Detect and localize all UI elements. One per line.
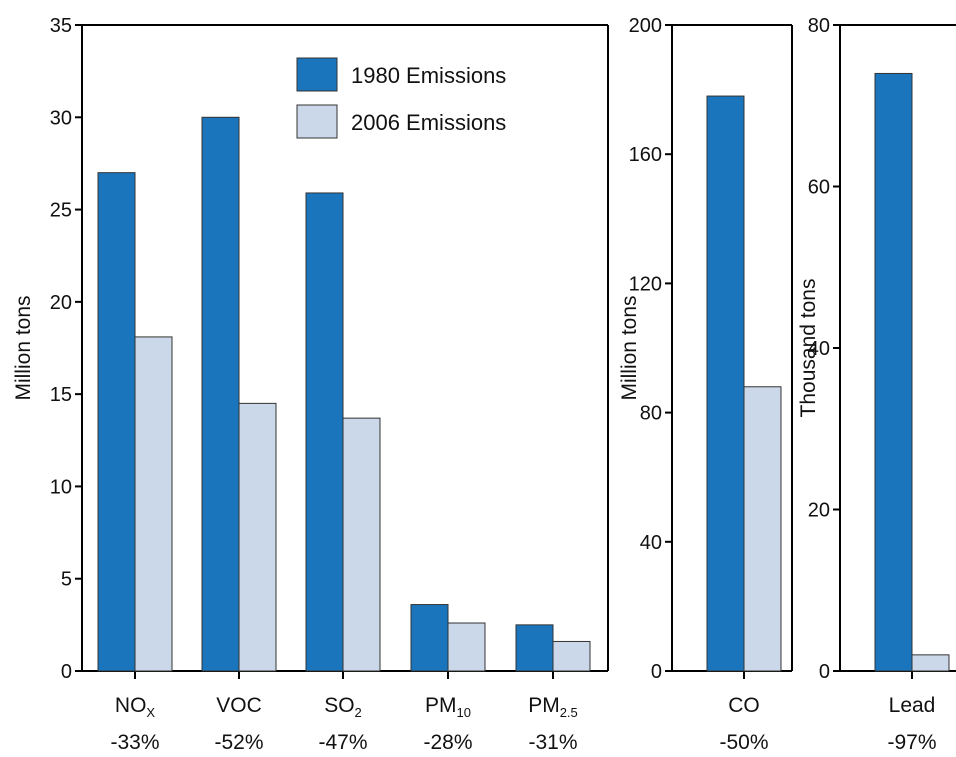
y-tick-label: 160 [629, 144, 662, 166]
y-tick-label: 25 [50, 200, 72, 222]
y-axis-title: Million tons [618, 295, 641, 400]
bar-2006 [238, 402, 277, 672]
bar-2006 [447, 622, 486, 672]
category-label: VOC [216, 694, 262, 717]
change-label: -28% [423, 731, 472, 754]
bar-2006 [552, 640, 591, 672]
category-label: PM2.5 [528, 694, 578, 720]
y-tick-label: 0 [819, 661, 830, 683]
change-label: -31% [528, 731, 577, 754]
bar-2006 [342, 417, 381, 672]
y-tick-label: 5 [61, 569, 72, 591]
change-label: -97% [887, 731, 936, 754]
y-tick-label: 80 [640, 403, 662, 425]
y-tick-label: 35 [50, 15, 72, 37]
legend: 1980 Emissions 2006 Emissions [296, 57, 506, 139]
legend-label: 1980 Emissions [351, 63, 506, 88]
bar-1980 [201, 116, 240, 672]
category-label: PM10 [425, 694, 471, 720]
y-tick-label: 0 [61, 661, 72, 683]
y-tick-label: 120 [629, 273, 662, 295]
change-label: -47% [318, 731, 367, 754]
category-label: NOX [115, 694, 156, 720]
y-tick-label: 80 [808, 15, 830, 37]
y-tick-label: 60 [808, 177, 830, 199]
y-tick-label: 20 [808, 500, 830, 522]
y-tick-label: 30 [50, 107, 72, 129]
category-label: Lead [889, 694, 936, 717]
pollutants-panel: 0 5 10 15 20 25 30 35 Million tons NOX -33% VOC -52%… [12, 15, 609, 754]
bar-2006 [743, 386, 782, 672]
change-label: -52% [214, 731, 263, 754]
legend-label: 2006 Emissions [351, 110, 506, 135]
y-tick-label: 0 [651, 661, 662, 683]
bar-1980 [305, 192, 344, 672]
y-tick-label: 40 [808, 338, 830, 360]
bar-2006 [911, 654, 950, 672]
bar-1980 [515, 624, 554, 672]
bar-1980 [410, 604, 449, 672]
bar-1980 [97, 172, 136, 672]
y-tick-label: 200 [629, 15, 662, 37]
y-tick-label: 15 [50, 384, 72, 406]
bar-1980 [874, 72, 913, 672]
y-tick-label: 10 [50, 476, 72, 498]
y-tick-label: 40 [640, 532, 662, 554]
change-label: -50% [719, 731, 768, 754]
lead-panel: 0 20 40 60 80 Thousand tons Lead -97% [797, 15, 956, 754]
change-label: -33% [110, 731, 159, 754]
category-label: CO [728, 694, 760, 717]
co-panel: 0 40 80 120 160 200 Million tons CO -50% [618, 15, 793, 754]
legend-swatch-1980 [296, 57, 338, 92]
y-axis-title: Thousand tons [797, 279, 820, 418]
legend-swatch-2006 [296, 104, 338, 139]
bar-1980 [706, 95, 745, 672]
y-tick-label: 20 [50, 292, 72, 314]
y-axis-title: Million tons [12, 295, 35, 400]
bar-2006 [134, 336, 173, 672]
category-label: SO2 [324, 694, 362, 720]
